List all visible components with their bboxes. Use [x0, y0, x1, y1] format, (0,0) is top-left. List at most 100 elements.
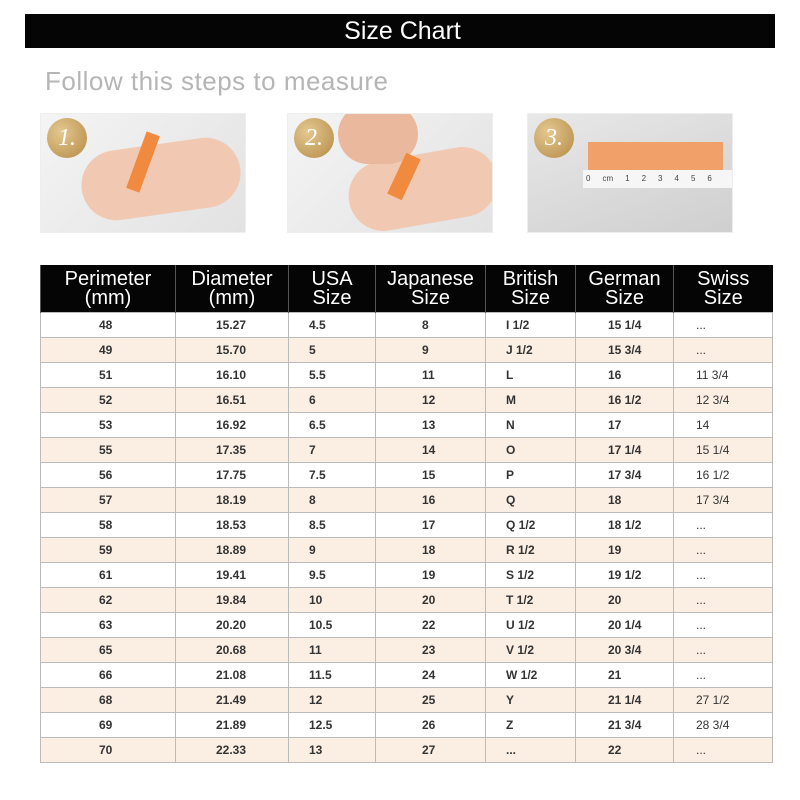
table-cell: 17 3/4: [673, 486, 773, 513]
table-cell: 15 1/4: [575, 311, 674, 338]
table-row: 70 22.33 13 27... 22...: [40, 736, 773, 763]
table-cell: 27 1/2: [673, 686, 773, 713]
table-cell: 13: [288, 736, 376, 763]
ruler-label: 2: [641, 174, 647, 183]
table-cell: 16 1/2: [575, 386, 674, 413]
table-cell: 21.89: [175, 711, 289, 738]
table-header-row: Perimeter (mm) Diameter (mm) USA Size Japanese…: [40, 265, 773, 312]
column-header: Swiss Size: [673, 265, 773, 312]
table-row: 69 21.89 12.5 26 Z 21 3/4 28 3/4: [40, 711, 773, 738]
table-cell: 8: [288, 486, 376, 513]
table-cell: ...: [673, 536, 773, 563]
column-header-line: Size: [511, 287, 550, 310]
ruler-label: cm: [602, 174, 614, 183]
table-cell: 20: [575, 586, 674, 613]
table-cell: 13: [375, 411, 486, 438]
table-cell: 12: [288, 686, 376, 713]
table-cell: 21 3/4: [575, 711, 674, 738]
table-cell: W 1/2: [485, 661, 576, 688]
table-cell: 19.84: [175, 586, 289, 613]
table-cell: 16: [375, 486, 486, 513]
table-row: 59 18.89 9 18 R 1/2 19...: [40, 536, 773, 563]
table-cell: 20 3/4: [575, 636, 674, 663]
step-badge: 3.: [534, 118, 574, 158]
table-cell: ...: [673, 636, 773, 663]
table-cell: 57: [40, 486, 176, 513]
table-row: 63 20.20 10.5 22 U 1/2 20 1/4...: [40, 611, 773, 638]
table-cell: 25: [375, 686, 486, 713]
table-cell: 20.20: [175, 611, 289, 638]
table-cell: 15.27: [175, 311, 289, 338]
table-row: 61 19.41 9.5 19 S 1/2 19 1/2...: [40, 561, 773, 588]
column-header: Japanese Size: [375, 265, 486, 312]
table-cell: O: [485, 436, 576, 463]
table-cell: 18.53: [175, 511, 289, 538]
table-cell: 20.68: [175, 636, 289, 663]
table-cell: ...: [673, 311, 773, 338]
table-cell: 18: [375, 536, 486, 563]
table-cell: 16.92: [175, 411, 289, 438]
column-header-line: Size: [703, 287, 743, 310]
instructions-subtitle: Follow this steps to measure: [45, 66, 389, 96]
table-cell: 16.10: [175, 361, 289, 388]
table-cell: ...: [673, 611, 773, 638]
table-cell: 12: [375, 386, 486, 413]
table-cell: ...: [673, 736, 773, 763]
table-row: 53 16.92 6.5 13 N 17 14: [40, 411, 773, 438]
column-header-line: German: [588, 268, 661, 291]
table-cell: 56: [40, 461, 176, 488]
table-cell: 22.33: [175, 736, 289, 763]
column-header: British Size: [485, 265, 576, 312]
table-row: 66 21.08 11.5 24 W 1/2 21...: [40, 661, 773, 688]
table-cell: 23: [375, 636, 486, 663]
table-cell: 68: [40, 686, 176, 713]
table-cell: I 1/2: [485, 311, 576, 338]
table-cell: 28 3/4: [673, 711, 773, 738]
column-header-line: Swiss: [697, 268, 750, 291]
table-cell: 19 1/2: [575, 561, 674, 588]
page-title: Size Chart: [25, 14, 775, 48]
table-cell: 15 3/4: [575, 336, 674, 363]
table-cell: 15 1/4: [673, 436, 773, 463]
table-cell: 12 3/4: [673, 386, 773, 413]
table-cell: 6: [288, 386, 376, 413]
table-cell: 19: [375, 561, 486, 588]
hand-image: [76, 133, 245, 225]
table-cell: 17.35: [175, 436, 289, 463]
table-cell: T 1/2: [485, 586, 576, 613]
table-cell: Q 1/2: [485, 511, 576, 538]
ruler: 0 cm 1 2 3 4 5 6: [583, 170, 732, 188]
table-cell: P: [485, 461, 576, 488]
table-cell: 58: [40, 511, 176, 538]
column-header-line: Size: [411, 287, 450, 310]
ruler-label: 6: [707, 174, 712, 183]
table-cell: 11: [288, 636, 376, 663]
table-cell: 65: [40, 636, 176, 663]
table-cell: J 1/2: [485, 336, 576, 363]
table-row: 48 15.27 4.5 8 I 1/2 15 1/4...: [40, 311, 773, 338]
table-cell: 5.5: [288, 361, 376, 388]
table-cell: ...: [673, 561, 773, 588]
table-cell: 19: [575, 536, 674, 563]
table-cell: 10: [288, 586, 376, 613]
table-row: 52 16.51 6 12 M 16 1/2 12 3/4: [40, 386, 773, 413]
table-cell: 7.5: [288, 461, 376, 488]
table-cell: 8.5: [288, 511, 376, 538]
column-header-line: Size: [312, 287, 352, 310]
table-cell: 24: [375, 661, 486, 688]
table-cell: 55: [40, 436, 176, 463]
column-header: Perimeter (mm): [40, 265, 176, 312]
table-cell: 17: [375, 511, 486, 538]
table-cell: Z: [485, 711, 576, 738]
table-cell: S 1/2: [485, 561, 576, 588]
step-3-photo: 0 cm 1 2 3 4 5 6 3.: [527, 113, 733, 233]
table-cell: 11 3/4: [673, 361, 773, 388]
table-cell: Q: [485, 486, 576, 513]
column-header-line: Japanese: [387, 268, 474, 291]
step-badge: 1.: [47, 118, 87, 158]
table-cell: 66: [40, 661, 176, 688]
table-cell: 10.5: [288, 611, 376, 638]
table-row: 56 17.75 7.5 15 P 17 3/4 16 1/2: [40, 461, 773, 488]
table-cell: ...: [673, 661, 773, 688]
table-cell: 70: [40, 736, 176, 763]
